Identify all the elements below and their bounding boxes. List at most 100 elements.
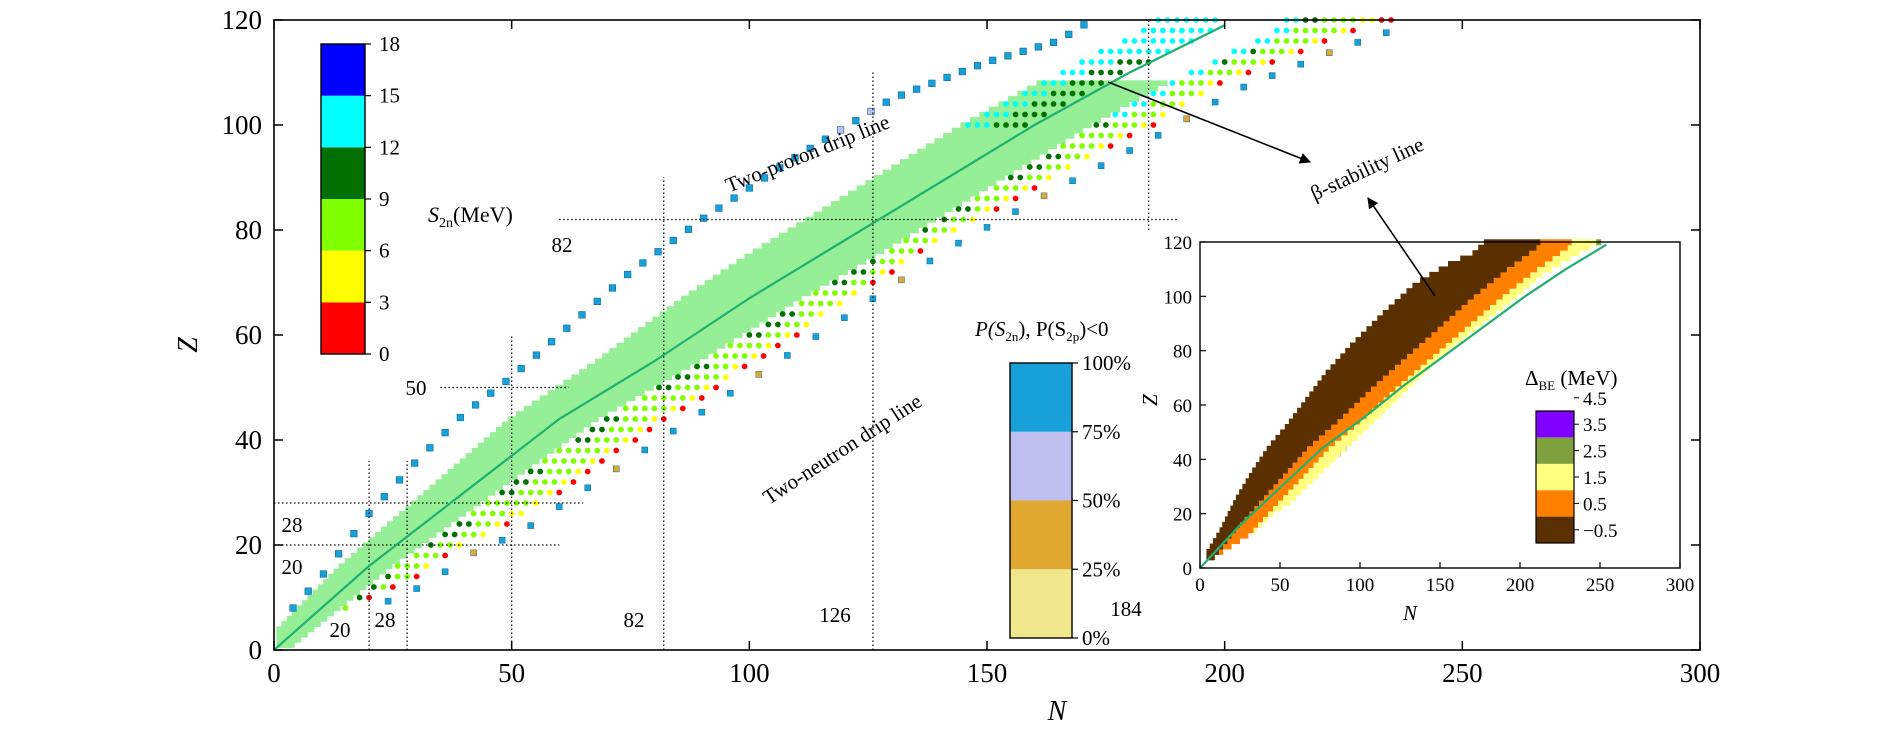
nucleus-point bbox=[599, 426, 605, 433]
nucleus-point bbox=[765, 342, 772, 349]
nucleus-point bbox=[1079, 132, 1085, 139]
known-nuclei-row bbox=[350, 552, 408, 559]
inset-cell bbox=[1323, 451, 1341, 458]
known-nuclei-row bbox=[856, 185, 988, 192]
nucleus-point bbox=[1088, 143, 1095, 149]
nucleus-point bbox=[480, 531, 487, 538]
dripline-point bbox=[380, 493, 388, 501]
inset-cell bbox=[1321, 375, 1383, 382]
colorbar-s2n-segment bbox=[321, 95, 365, 148]
nucleus-point bbox=[1169, 80, 1176, 86]
nucleus-point bbox=[342, 605, 349, 611]
nucleus-point bbox=[465, 521, 472, 527]
nucleus-point bbox=[1150, 122, 1157, 128]
nucleus-point bbox=[1350, 27, 1356, 34]
known-nuclei-row bbox=[645, 321, 760, 328]
dripline-point bbox=[563, 324, 571, 332]
colorbar-s2n-tick-label: 3 bbox=[379, 290, 390, 314]
nucleus-point bbox=[1088, 69, 1095, 76]
nucleus-point bbox=[1217, 69, 1223, 76]
known-nuclei-row bbox=[796, 222, 928, 228]
nucleus-point bbox=[779, 311, 786, 317]
inset-cell bbox=[1502, 293, 1518, 300]
nucleus-point bbox=[1126, 59, 1133, 65]
nucleus-point bbox=[974, 122, 981, 128]
known-nuclei-row bbox=[969, 117, 1102, 123]
colorbar-dbe-segment bbox=[1536, 490, 1574, 517]
inset-cell bbox=[1248, 472, 1284, 479]
inset-cell bbox=[1365, 391, 1390, 398]
inset-cell bbox=[1242, 483, 1274, 490]
inset-cell bbox=[1331, 424, 1355, 430]
magic-neutron-label: 82 bbox=[624, 608, 645, 632]
y-tick-label: 80 bbox=[235, 215, 262, 245]
nucleus-point bbox=[1198, 69, 1204, 76]
colorbar-dbe-tick-label: 3.5 bbox=[1583, 415, 1607, 436]
dripline-point bbox=[612, 465, 620, 473]
inset-cell bbox=[1401, 358, 1427, 365]
nucleus-point bbox=[632, 416, 639, 422]
inset-cell bbox=[1284, 424, 1332, 430]
inset-cell bbox=[1461, 304, 1491, 311]
nucleus-point bbox=[423, 563, 430, 569]
nucleus-point bbox=[755, 332, 762, 338]
dripline-point bbox=[441, 429, 449, 437]
y-axis-label: Z bbox=[173, 337, 204, 353]
nucleus-point bbox=[1003, 185, 1009, 191]
inset-x-axis-label: N bbox=[1402, 601, 1418, 625]
nucleus-point bbox=[561, 479, 567, 485]
inset-cell bbox=[1278, 500, 1291, 507]
nucleus-point bbox=[641, 405, 648, 412]
nucleus-point bbox=[993, 111, 1000, 118]
nucleus-point bbox=[646, 426, 653, 433]
nucleus-point bbox=[941, 227, 948, 233]
nucleus-point bbox=[965, 206, 971, 212]
colorbar-prob-segment bbox=[1010, 500, 1072, 570]
inset-cell bbox=[1560, 250, 1580, 257]
inset-chart-marks: 0 50 100 150 200 250 300 0 20 40 60 80 100 120 N Z −0.5 0… bbox=[1138, 232, 1710, 656]
beta-stability-curve bbox=[273, 24, 1226, 651]
inset-x-tick-label: 200 bbox=[1506, 575, 1535, 596]
x-tick-label: 300 bbox=[1680, 658, 1721, 688]
nucleus-point bbox=[1198, 90, 1204, 97]
nucleus-point bbox=[1121, 122, 1128, 128]
nucleus-point bbox=[1026, 164, 1033, 170]
dripline-point bbox=[1065, 30, 1073, 39]
dripline-point bbox=[411, 459, 419, 467]
dripline-point bbox=[1012, 208, 1019, 215]
title-part: (MeV) bbox=[453, 202, 513, 227]
inset-cell bbox=[1292, 413, 1344, 420]
inset-cell bbox=[1335, 440, 1352, 447]
inset-cell bbox=[1216, 532, 1232, 539]
dripline-point bbox=[806, 144, 814, 153]
inset-cell bbox=[1509, 288, 1524, 295]
inset-cell bbox=[1233, 500, 1260, 507]
inset-cell bbox=[1283, 494, 1296, 501]
inset-cell bbox=[1227, 510, 1250, 517]
nucleus-point bbox=[584, 468, 591, 475]
dripline-point bbox=[836, 126, 845, 134]
nucleus-point bbox=[504, 521, 510, 527]
nucleus-point bbox=[860, 279, 867, 286]
inset-cell bbox=[1473, 293, 1503, 300]
nucleus-point bbox=[622, 405, 629, 412]
nucleus-point bbox=[1240, 48, 1247, 55]
nucleus-point bbox=[1003, 122, 1009, 128]
nucleus-point bbox=[732, 363, 738, 370]
known-nuclei-row bbox=[778, 232, 911, 239]
nucleus-point bbox=[1321, 38, 1328, 44]
inset-x-tick-label: 300 bbox=[1666, 575, 1695, 596]
nucleus-point bbox=[808, 300, 815, 307]
nucleus-point bbox=[632, 405, 639, 412]
nucleus-point bbox=[670, 395, 677, 401]
known-nuclei-row bbox=[471, 447, 555, 454]
nucleus-point bbox=[722, 353, 729, 359]
known-nuclei-row bbox=[839, 195, 971, 202]
inset-cell bbox=[1319, 434, 1342, 441]
nucleus-point bbox=[542, 479, 548, 485]
nucleus-point bbox=[1022, 185, 1028, 191]
nucleus-point bbox=[931, 227, 938, 233]
nucleus-point bbox=[356, 594, 363, 601]
inset-cell bbox=[1255, 462, 1293, 468]
known-nuclei-row bbox=[276, 626, 315, 633]
